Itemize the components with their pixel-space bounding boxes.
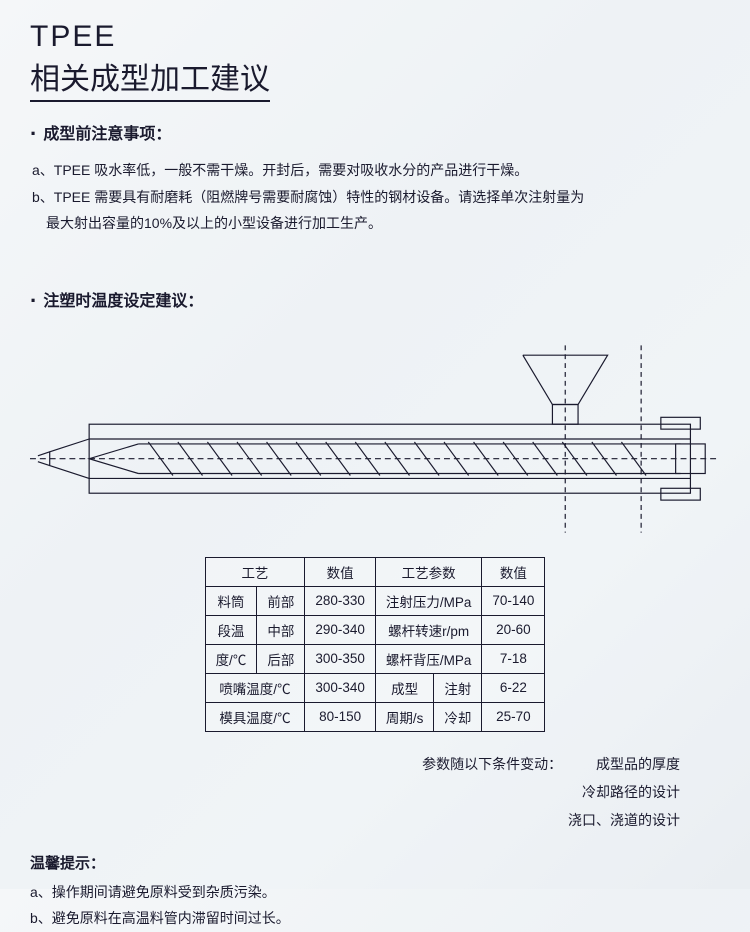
table-cell: 螺杆转速r/pm (375, 615, 482, 644)
table-header: 数值 (305, 557, 376, 586)
pre-molding-line: b、TPEE 需要具有耐磨耗（阻燃牌号需要耐腐蚀）特性的钢材设备。请选择单次注射… (32, 184, 720, 211)
table-cell: 喷嘴温度/℃ (205, 673, 305, 702)
extruder-diagram (30, 344, 720, 539)
table-cell: 6-22 (482, 673, 545, 702)
extruder-svg (30, 344, 720, 534)
table-cell: 螺杆背压/MPa (375, 644, 482, 673)
tips-body: a、操作期间请避免原料受到杂质污染。 b、避免原料在高温料管内滞留时间过长。 (30, 879, 720, 932)
table-cell: 25-70 (482, 702, 545, 731)
tips-line: b、避免原料在高温料管内滞留时间过长。 (30, 905, 720, 932)
table-row: 段温 中部 290-340 螺杆转速r/pm 20-60 (205, 615, 545, 644)
table-cell: 前部 (257, 586, 305, 615)
table-header: 工艺 (205, 557, 305, 586)
pre-molding-line: 最大射出容量的10%及以上的小型设备进行加工生产。 (32, 210, 720, 237)
pre-molding-line: a、TPEE 吸水率低，一般不需干燥。开封后，需要对吸收水分的产品进行干燥。 (32, 157, 720, 184)
table-cell: 周期/s (375, 702, 434, 731)
footnote-item: 冷却路径的设计 (30, 778, 680, 806)
table-cell: 280-330 (305, 586, 376, 615)
table-cell: 成型 (375, 673, 434, 702)
table-cell: 7-18 (482, 644, 545, 673)
pre-molding-body: a、TPEE 吸水率低，一般不需干燥。开封后，需要对吸收水分的产品进行干燥。 b… (32, 157, 720, 237)
table-cell: 模具温度/℃ (205, 702, 305, 731)
title-line1: TPEE (30, 20, 720, 54)
table-cell: 段温 (205, 615, 257, 644)
table-cell: 度/℃ (205, 644, 257, 673)
table-row: 度/℃ 后部 300-350 螺杆背压/MPa 7-18 (205, 644, 545, 673)
footnote-lead: 参数随以下条件变动： (422, 750, 562, 778)
footnote-item: 浇口、浇道的设计 (30, 806, 680, 834)
tips-line: a、操作期间请避免原料受到杂质污染。 (30, 879, 720, 906)
table-cell: 300-340 (305, 673, 376, 702)
title-line2: 相关成型加工建议 (30, 54, 270, 102)
footnote-item: 成型品的厚度 (596, 756, 680, 772)
table-cell: 注射 (434, 673, 482, 702)
table-header: 工艺参数 (375, 557, 482, 586)
table-cell: 290-340 (305, 615, 376, 644)
table-header: 数值 (482, 557, 545, 586)
table-cell: 后部 (257, 644, 305, 673)
table-cell: 注射压力/MPa (375, 586, 482, 615)
table-cell: 70-140 (482, 586, 545, 615)
footnote-line: 参数随以下条件变动： 成型品的厚度 (30, 750, 680, 778)
table-cell: 300-350 (305, 644, 376, 673)
parameters-table: 工艺 数值 工艺参数 数值 料筒 前部 280-330 注射压力/MPa 70-… (205, 557, 546, 732)
table-cell: 料筒 (205, 586, 257, 615)
title-block: TPEE 相关成型加工建议 (30, 20, 720, 102)
pre-molding-heading: 成型前注意事项： (30, 120, 720, 147)
tips-heading: 温馨提示： (30, 852, 720, 873)
table-row: 模具温度/℃ 80-150 周期/s 冷却 25-70 (205, 702, 545, 731)
table-cell: 中部 (257, 615, 305, 644)
table-row: 喷嘴温度/℃ 300-340 成型 注射 6-22 (205, 673, 545, 702)
temp-setting-heading: 注塑时温度设定建议： (30, 287, 720, 314)
footnote-block: 参数随以下条件变动： 成型品的厚度 冷却路径的设计 浇口、浇道的设计 (30, 750, 720, 834)
table-cell: 冷却 (434, 702, 482, 731)
table-header-row: 工艺 数值 工艺参数 数值 (205, 557, 545, 586)
table-row: 料筒 前部 280-330 注射压力/MPa 70-140 (205, 586, 545, 615)
table-cell: 20-60 (482, 615, 545, 644)
table-cell: 80-150 (305, 702, 376, 731)
